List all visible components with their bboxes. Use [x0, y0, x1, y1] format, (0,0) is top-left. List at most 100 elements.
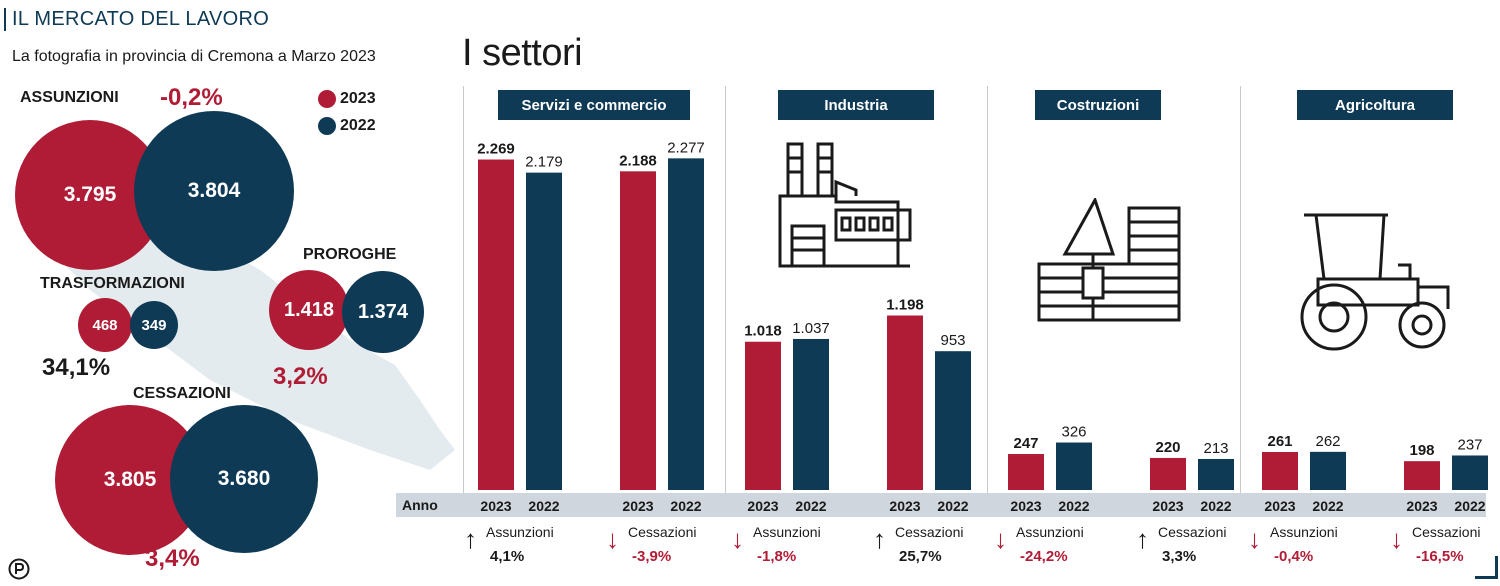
separator-1: [725, 86, 726, 516]
trasformazioni-value-2022: 349: [141, 316, 167, 334]
legend-item-2023: 2023: [318, 90, 376, 108]
assunzioni-change: -0,2%: [160, 84, 223, 111]
bar-1-0-1: [793, 338, 829, 490]
assunzioni-label: ASSUNZIONI: [20, 89, 119, 106]
bar-value-label: 213: [1203, 440, 1228, 457]
bar-3-1-1: [1452, 455, 1488, 490]
change-metric-label: Cessazioni: [1158, 524, 1227, 540]
bar-value-label: 953: [940, 332, 965, 349]
bar-value-label: 262: [1315, 433, 1340, 450]
bar-value-label: 1.037: [792, 320, 830, 337]
year-tick-label: 2022: [1200, 498, 1231, 514]
change-value: -24,2%: [1020, 548, 1068, 565]
separator-2: [987, 86, 988, 516]
year-tick-label: 2023: [622, 498, 653, 514]
year-tick-label: 2022: [1312, 498, 1343, 514]
change-value: -0,4%: [1274, 548, 1314, 565]
change-value: -16,5%: [1416, 548, 1464, 565]
proroghe-change: 3,2%: [273, 363, 328, 390]
bar-3-0-1: [1310, 451, 1346, 490]
bar-3-1-0: [1404, 461, 1440, 490]
bar-value-label: 326: [1061, 424, 1086, 441]
bar-value-label: 237: [1457, 436, 1482, 453]
sectors-title: I settori: [462, 32, 583, 74]
legend-swatch-2023: [318, 90, 336, 108]
bar-value-label: 2.277: [667, 139, 705, 156]
trasformazioni-change: 34,1%: [42, 354, 111, 381]
bar-value-label: 220: [1155, 439, 1180, 456]
arrow-down-icon: ↓: [731, 524, 744, 554]
factory-icon: [778, 142, 912, 268]
bar-1-1-0: [887, 315, 923, 490]
sector-title-servizi: Servizi e commercio: [498, 90, 690, 120]
sector-title-costruzioni: Costruzioni: [1035, 90, 1161, 120]
year-tick-label: 2023: [889, 498, 920, 514]
arrow-down-icon: ↓: [994, 524, 1007, 554]
change-metric-label: Cessazioni: [1412, 524, 1481, 540]
bar-0-0-0: [478, 159, 514, 491]
bar-value-label: 198: [1409, 442, 1434, 459]
arrow-down-icon: ↓: [606, 524, 619, 554]
legend-item-2022: 2022: [318, 117, 376, 135]
year-tick-label: 2022: [937, 498, 968, 514]
change-metric-label: Cessazioni: [895, 524, 964, 540]
bar-3-0-0: [1262, 451, 1298, 490]
cessazioni-change: 3,4%: [145, 545, 200, 572]
separator-left: [463, 86, 464, 516]
year-tick-label: 2022: [1454, 498, 1485, 514]
change-metric-label: Assunzioni: [486, 524, 554, 540]
bar-value-label: 2.188: [619, 152, 657, 169]
sector-title-agricoltura: Agricoltura: [1297, 90, 1453, 120]
bar-value-label: 1.018: [744, 323, 782, 340]
trasformazioni-bubble-2022: 349: [130, 301, 178, 349]
year-strip-label: Anno: [402, 497, 438, 513]
change-value: 3,3%: [1162, 548, 1197, 565]
proroghe-bubble-2023: 1.418: [269, 270, 349, 350]
year-tick-label: 2022: [1058, 498, 1089, 514]
bar-2-1-1: [1198, 458, 1234, 490]
change-value: -1,8%: [757, 548, 797, 565]
bar-0-0-1: [526, 172, 562, 491]
change-value: 4,1%: [490, 548, 525, 565]
bar-value-label: 2.269: [477, 141, 515, 158]
year-tick-label: 2023: [1406, 498, 1437, 514]
year-tick-label: 2023: [1152, 498, 1183, 514]
corner-mark: [1475, 556, 1498, 579]
arrow-down-icon: ↓: [1390, 524, 1403, 554]
trasformazioni-bubble-2023: 468: [78, 298, 132, 352]
bar-0-1-1: [668, 158, 704, 490]
year-tick-label: 2022: [795, 498, 826, 514]
legend-label-2023: 2023: [340, 90, 376, 108]
bar-0-1-0: [620, 171, 656, 490]
assunzioni-value-2023: 3.795: [63, 183, 117, 206]
proroghe-value-2023: 1.418: [283, 298, 335, 321]
legend-label-2022: 2022: [340, 117, 376, 135]
separator-3: [1240, 86, 1241, 516]
proroghe-value-2022: 1.374: [357, 300, 409, 323]
year-strip: [396, 493, 1486, 517]
bar-value-label: 1.198: [886, 297, 924, 314]
year-tick-label: 2023: [480, 498, 511, 514]
trasformazioni-label: TRASFORMAZIONI: [40, 275, 185, 292]
arrow-up-icon: ↑: [1136, 524, 1149, 554]
assunzioni-value-2022: 3.804: [187, 179, 241, 202]
construction-icon: [1037, 198, 1181, 322]
proroghe-label: PROROGHE: [303, 246, 397, 263]
arrow-up-icon: ↑: [464, 524, 477, 554]
cessazioni-label: CESSAZIONI: [133, 385, 231, 402]
tractor-icon: [1300, 213, 1450, 351]
year-tick-label: 2022: [528, 498, 559, 514]
arrow-up-icon: ↑: [873, 524, 886, 554]
bar-value-label: 2.179: [525, 154, 563, 171]
cessazioni-value-2023: 3.805: [103, 468, 157, 491]
bar-value-label: 261: [1267, 433, 1292, 450]
legend-swatch-2022: [318, 117, 336, 135]
change-value: 25,7%: [899, 548, 942, 565]
bar-1-1-1: [935, 351, 971, 490]
change-metric-label: Assunzioni: [753, 524, 821, 540]
year-tick-label: 2023: [747, 498, 778, 514]
year-tick-label: 2023: [1264, 498, 1295, 514]
trasformazioni-value-2023: 468: [92, 316, 118, 334]
cessazioni-bubble-2022: 3.680: [170, 405, 318, 553]
